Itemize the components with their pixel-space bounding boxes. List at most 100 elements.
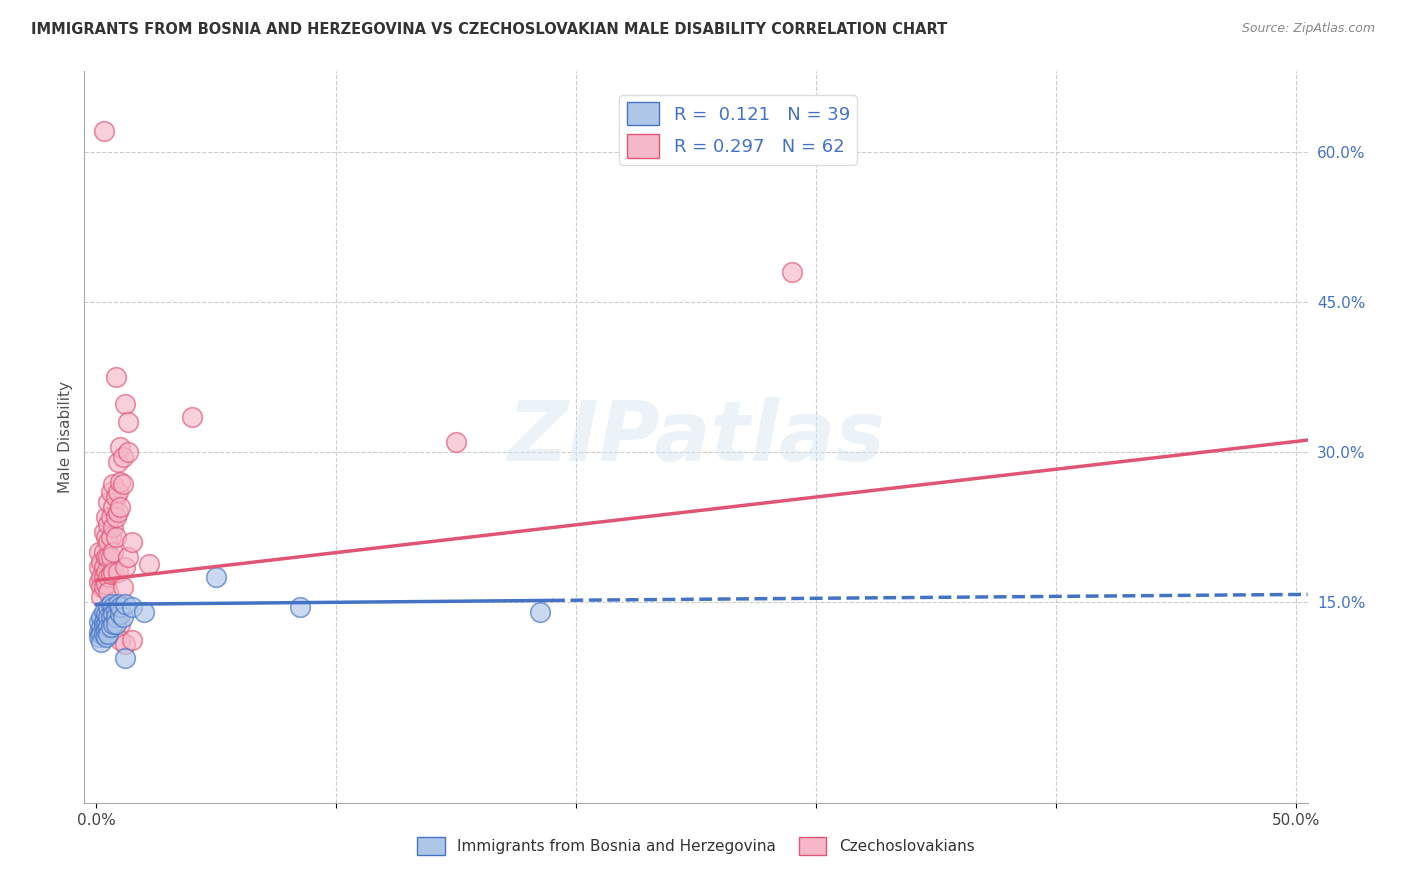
- Point: [117, 415, 139, 429]
- Point: [93, 627, 115, 641]
- Point: [121, 633, 143, 648]
- Point: [114, 560, 136, 574]
- Point: [97, 585, 120, 599]
- Point: [100, 485, 122, 500]
- Point: [104, 610, 127, 624]
- Point: [104, 603, 127, 617]
- Point: [94, 617, 117, 632]
- Point: [290, 600, 312, 615]
- Point: [97, 570, 120, 584]
- Point: [93, 124, 115, 138]
- Point: [97, 620, 120, 634]
- Point: [87, 625, 110, 640]
- Point: [97, 495, 120, 509]
- Point: [93, 525, 115, 540]
- Point: [87, 575, 110, 590]
- Point: [110, 633, 132, 648]
- Point: [87, 560, 110, 574]
- Point: [101, 566, 124, 580]
- Point: [90, 570, 112, 584]
- Point: [97, 517, 120, 532]
- Point: [134, 606, 156, 620]
- Point: [101, 520, 124, 534]
- Text: ZIPatlas: ZIPatlas: [508, 397, 884, 477]
- Point: [101, 617, 124, 632]
- Point: [104, 510, 127, 524]
- Point: [94, 577, 117, 591]
- Point: [114, 598, 136, 612]
- Point: [780, 265, 803, 279]
- Point: [94, 566, 117, 580]
- Point: [87, 545, 110, 559]
- Point: [97, 535, 120, 549]
- Point: [90, 580, 112, 594]
- Point: [90, 610, 112, 624]
- Point: [100, 598, 122, 612]
- Point: [114, 638, 136, 652]
- Point: [94, 624, 117, 638]
- Point: [444, 435, 467, 450]
- Point: [104, 617, 127, 632]
- Point: [90, 635, 112, 649]
- Point: [100, 620, 122, 634]
- Point: [87, 615, 110, 630]
- Point: [107, 485, 129, 500]
- Point: [104, 370, 127, 384]
- Point: [100, 610, 122, 624]
- Point: [94, 530, 117, 544]
- Point: [101, 600, 124, 615]
- Point: [111, 610, 134, 624]
- Point: [110, 500, 132, 515]
- Legend: Immigrants from Bosnia and Herzegovina, Czechoslovakians: Immigrants from Bosnia and Herzegovina, …: [412, 831, 980, 861]
- Point: [121, 535, 143, 549]
- Point: [117, 550, 139, 565]
- Point: [107, 598, 129, 612]
- Point: [181, 410, 204, 425]
- Point: [93, 615, 115, 630]
- Point: [107, 505, 129, 519]
- Point: [101, 500, 124, 515]
- Point: [97, 600, 120, 615]
- Point: [110, 617, 132, 632]
- Point: [104, 530, 127, 544]
- Point: [94, 510, 117, 524]
- Point: [93, 606, 115, 620]
- Point: [100, 530, 122, 544]
- Point: [101, 607, 124, 622]
- Point: [87, 631, 110, 645]
- Point: [97, 627, 120, 641]
- Point: [90, 620, 112, 634]
- Point: [101, 477, 124, 491]
- Point: [529, 606, 551, 620]
- Point: [107, 455, 129, 469]
- Point: [205, 570, 228, 584]
- Point: [97, 550, 120, 565]
- Point: [90, 627, 112, 641]
- Point: [100, 550, 122, 565]
- Point: [111, 477, 134, 491]
- Point: [111, 450, 134, 464]
- Point: [97, 610, 120, 624]
- Point: [100, 567, 122, 582]
- Y-axis label: Male Disability: Male Disability: [58, 381, 73, 493]
- Point: [90, 591, 112, 605]
- Point: [104, 490, 127, 504]
- Point: [90, 555, 112, 569]
- Point: [93, 570, 115, 584]
- Text: Source: ZipAtlas.com: Source: ZipAtlas.com: [1241, 22, 1375, 36]
- Point: [93, 560, 115, 574]
- Point: [94, 607, 117, 622]
- Point: [121, 600, 143, 615]
- Point: [100, 510, 122, 524]
- Point: [94, 631, 117, 645]
- Point: [94, 550, 117, 565]
- Text: IMMIGRANTS FROM BOSNIA AND HERZEGOVINA VS CZECHOSLOVAKIAN MALE DISABILITY CORREL: IMMIGRANTS FROM BOSNIA AND HERZEGOVINA V…: [31, 22, 948, 37]
- Point: [107, 566, 129, 580]
- Point: [110, 607, 132, 622]
- Point: [93, 545, 115, 559]
- Point: [117, 445, 139, 459]
- Point: [114, 397, 136, 411]
- Point: [114, 650, 136, 665]
- Point: [110, 475, 132, 490]
- Point: [138, 558, 160, 572]
